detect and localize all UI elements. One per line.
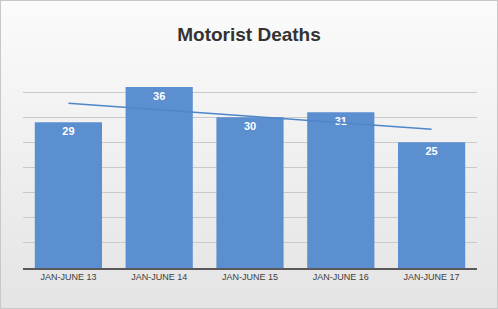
svg-text:JAN-JUNE 13: JAN-JUNE 13	[40, 272, 96, 282]
svg-text:30: 30	[244, 120, 256, 132]
svg-text:36: 36	[153, 90, 165, 102]
svg-text:Motorist Deaths: Motorist Deaths	[177, 24, 321, 45]
svg-text:JAN-JUNE 14: JAN-JUNE 14	[131, 272, 187, 282]
svg-text:JAN-JUNE 16: JAN-JUNE 16	[313, 272, 369, 282]
svg-text:29: 29	[62, 125, 74, 137]
svg-text:JAN-JUNE 17: JAN-JUNE 17	[404, 272, 460, 282]
svg-text:31: 31	[335, 115, 347, 127]
svg-text:JAN-JUNE 15: JAN-JUNE 15	[222, 272, 278, 282]
svg-text:25: 25	[425, 145, 437, 157]
